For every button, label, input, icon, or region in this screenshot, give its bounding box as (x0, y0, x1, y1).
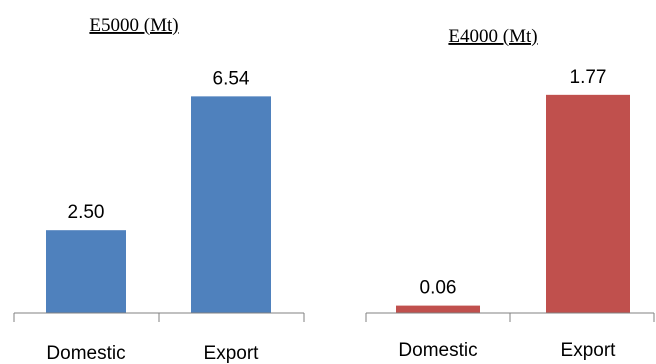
chart-2-bar-domestic (396, 305, 480, 313)
chart-2-category-label-domestic: Domestic (398, 340, 477, 361)
chart-1-category-label-domestic: Domestic (46, 343, 125, 364)
chart-2-value-label-export: 1.77 (570, 67, 607, 88)
chart-1-title: E5000 (Mt) (89, 15, 178, 36)
chart-2-category-label-export: Export (561, 340, 617, 361)
chart-1-value-label-domestic: 2.50 (68, 202, 105, 223)
chart-2-value-label-domestic: 0.06 (420, 278, 457, 299)
chart-1-category-label-export: Export (204, 343, 260, 364)
chart-1-value-label-export: 6.54 (213, 68, 250, 89)
chart-1-bar-export (191, 96, 271, 313)
chart-1-bar-domestic (46, 230, 126, 313)
chart-2-bar-export (546, 94, 630, 313)
chart-2-title: E4000 (Mt) (448, 26, 537, 47)
